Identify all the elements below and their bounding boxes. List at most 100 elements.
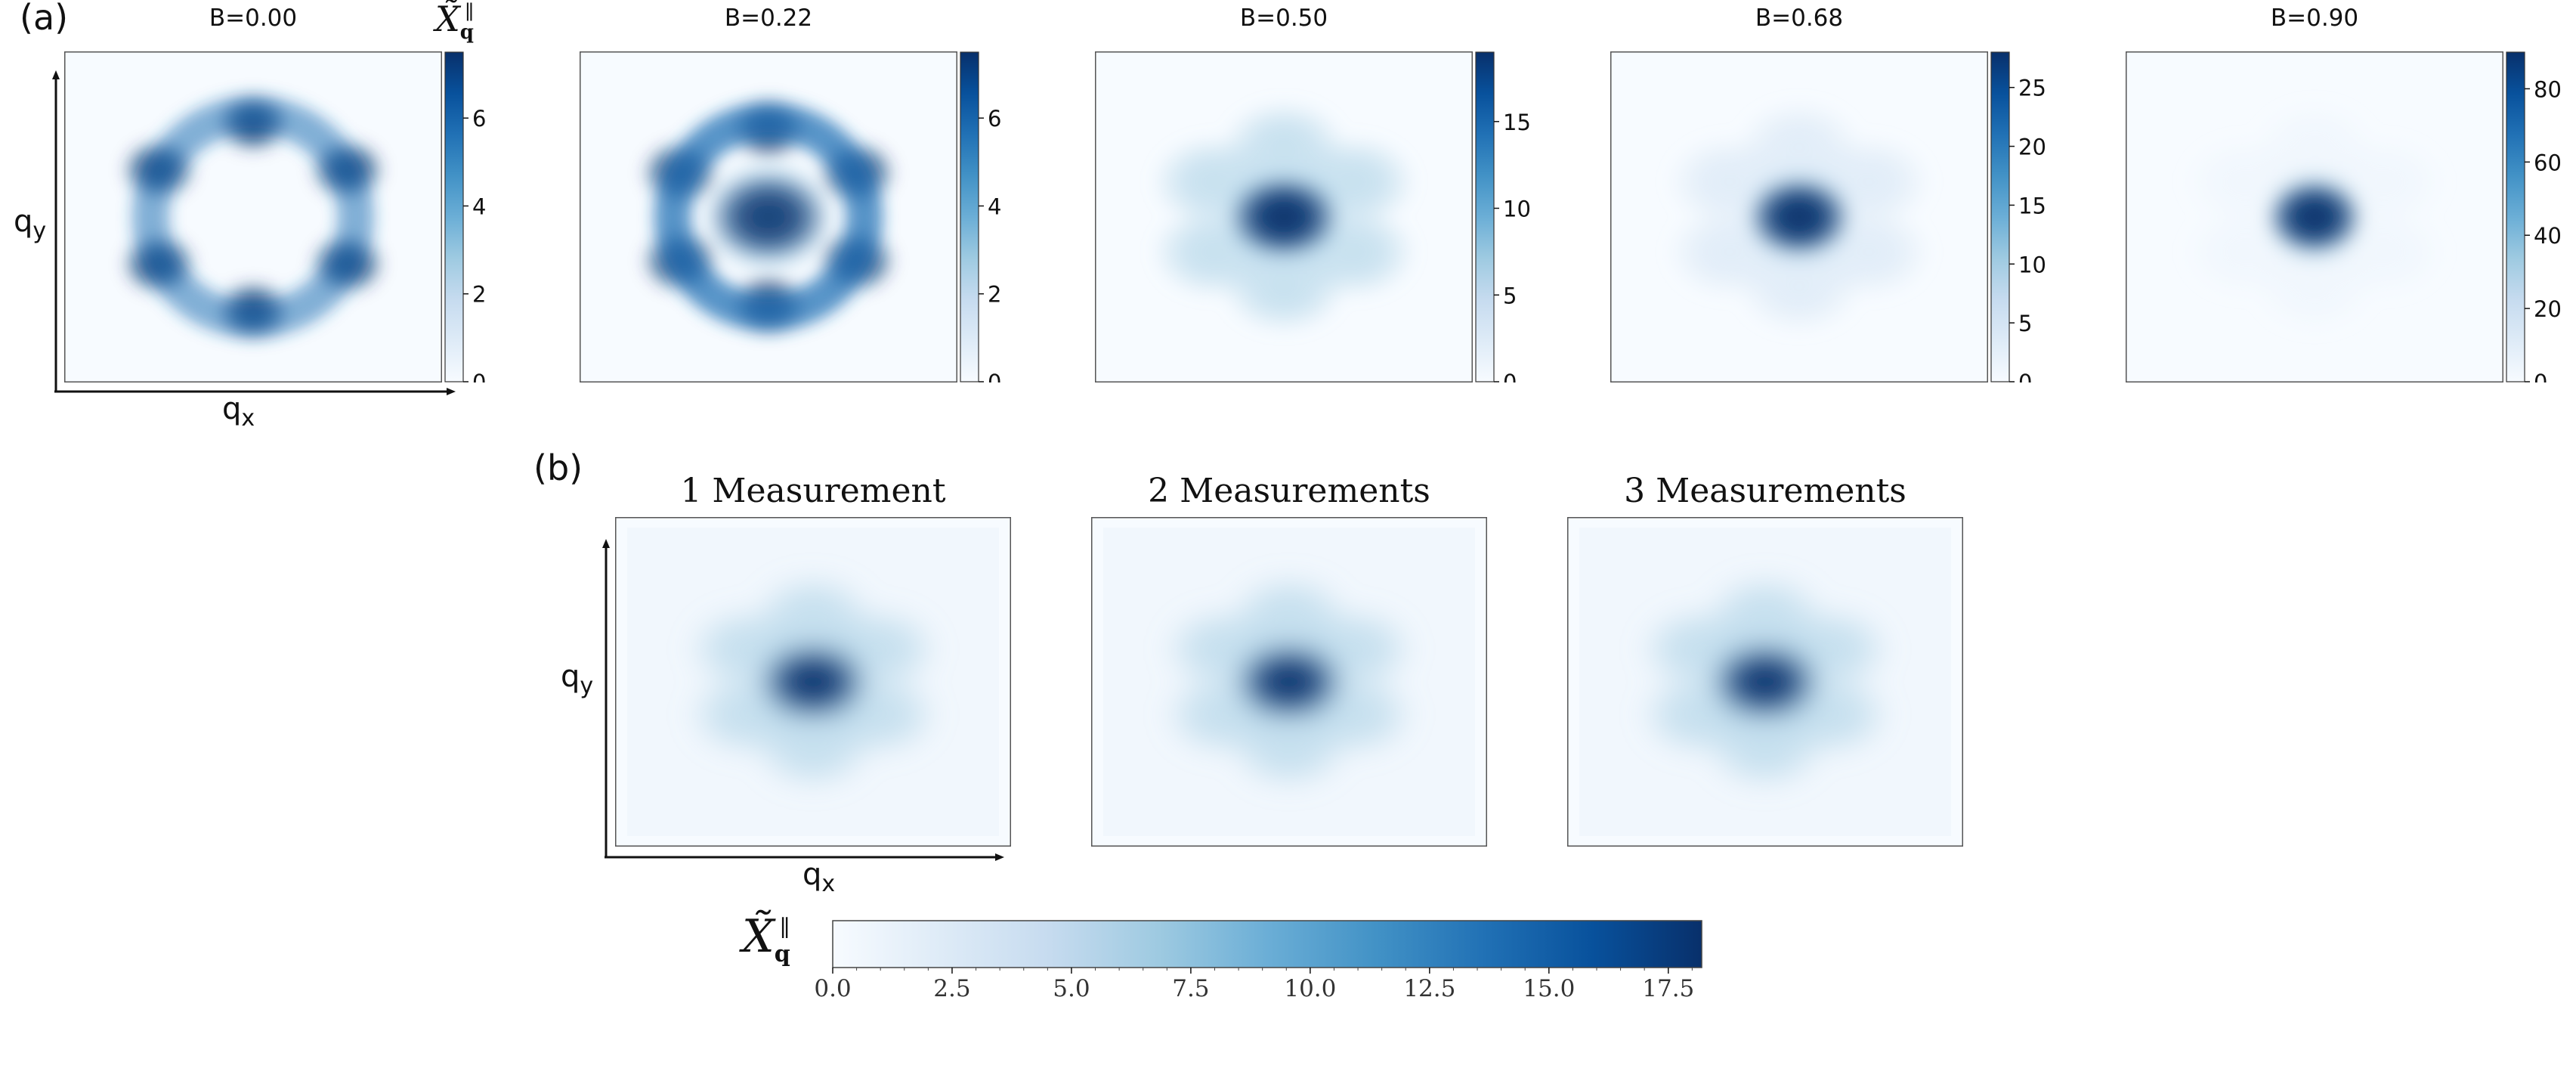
heatmap-frame xyxy=(1095,51,1473,382)
colorbar-tick-label: 20 xyxy=(2534,296,2562,322)
colorbar-tick-label: 80 xyxy=(2534,76,2562,102)
colorbar-gradient xyxy=(2506,51,2525,382)
heatmap-svg xyxy=(615,517,1011,847)
heatmap-frame xyxy=(580,51,957,382)
colorbar-tick-label: 25 xyxy=(2018,76,2046,101)
colorbar-svg: 0 2 4 6 xyxy=(444,51,486,395)
y-axis-label: qy xyxy=(561,659,594,699)
x-axis-label: qx xyxy=(222,392,255,432)
colorbar-gradient xyxy=(960,51,979,382)
heatmap-b0 xyxy=(64,51,442,382)
heatmap-frame xyxy=(1091,517,1487,847)
heatmap-ring xyxy=(132,96,374,338)
heatmap-frame xyxy=(2126,51,2503,382)
heatmap-frame xyxy=(1567,517,1963,847)
hcolorbar-tick-label: 5.0 xyxy=(1053,975,1090,1002)
horizontal-colorbar: 0.0 2.5 5.0 7.5 10.0 12.5 15.0 17.5 xyxy=(801,919,1738,1002)
colorbar-tick-label: 0 xyxy=(472,370,486,382)
heatmap-ring xyxy=(654,102,883,332)
heatmap-b022 xyxy=(580,51,957,382)
heatmap-peak xyxy=(1227,174,1341,260)
colorbar-b090: 0 20 40 60 80 xyxy=(2506,51,2566,395)
colorbar-tick-label: 0 xyxy=(2018,370,2032,382)
colorbar-tick-label: 0 xyxy=(988,370,1001,382)
heatmap-peak xyxy=(1746,175,1852,259)
heatmap-peak xyxy=(2265,177,2364,257)
colorbar-tick-label: 40 xyxy=(2534,223,2562,249)
heatmap-title: B=0.00 xyxy=(209,5,298,32)
heatmap-peak xyxy=(1233,641,1345,723)
heatmap-title: B=0.50 xyxy=(1239,5,1328,32)
hcolorbar-tick-label: 15.0 xyxy=(1523,975,1575,1002)
panel-b-label: (b) xyxy=(533,447,583,488)
heatmap-title: 3 Measurements xyxy=(1624,472,1906,510)
colorbar-svg: 0 20 40 60 80 xyxy=(2506,51,2562,395)
hcolorbar-tick-label: 17.5 xyxy=(1642,975,1694,1002)
colorbar-svg: 0 5 10 15 20 25 xyxy=(1990,51,2046,395)
heatmap-svg xyxy=(64,51,442,382)
heatmap-b090 xyxy=(2126,51,2503,382)
colorbar-tick-label: 4 xyxy=(988,194,1001,219)
colorbar-tick-label: 5 xyxy=(1503,283,1517,308)
heatmap-peak xyxy=(757,641,869,723)
colorbar-tick-label: 0 xyxy=(2534,370,2547,382)
hcolorbar-tick-label: 10.0 xyxy=(1284,975,1336,1002)
heatmap-svg xyxy=(2126,51,2503,382)
colorbar-gradient xyxy=(1990,51,2010,382)
colorbar-b068: 0 5 10 15 20 25 xyxy=(1990,51,2051,395)
hcolorbar-gradient xyxy=(832,920,1702,968)
colorbar-tick-label: 15 xyxy=(1503,110,1531,135)
hcolorbar-svg: 0.0 2.5 5.0 7.5 10.0 12.5 15.0 17.5 xyxy=(814,920,1702,1002)
heatmap-3-measurements xyxy=(1567,517,1963,847)
colorbar-b0: 0 2 4 6 xyxy=(444,51,505,395)
colorbar-symbol: X̃q∥ xyxy=(435,0,474,45)
x-axis-label: qx xyxy=(802,857,836,897)
colorbar-tick-label: 2 xyxy=(988,282,1001,308)
hcolorbar-tick-label: 2.5 xyxy=(933,975,970,1002)
hcolorbar-tick-label: 12.5 xyxy=(1403,975,1455,1002)
heatmap-title: B=0.22 xyxy=(724,5,813,32)
colorbar-svg: 0 5 10 15 xyxy=(1475,51,1531,395)
colorbar-tick-label: 10 xyxy=(2018,252,2046,277)
colorbar-tick-label: 4 xyxy=(472,194,486,219)
colorbar-gradient xyxy=(444,51,464,382)
colorbar-tick-label: 20 xyxy=(2018,135,2046,160)
hcolorbar-tick-label: 7.5 xyxy=(1172,975,1209,1002)
hcolorbar-label: X̃q∥ xyxy=(742,910,790,968)
colorbar-tick-label: 10 xyxy=(1503,197,1531,222)
colorbar-tick-label: 60 xyxy=(2534,150,2562,175)
heatmap-title: B=0.90 xyxy=(2270,5,2359,32)
heatmap-svg xyxy=(1567,517,1963,847)
colorbar-tick-label: 6 xyxy=(988,106,1001,132)
colorbar-b050: 0 5 10 15 xyxy=(1475,51,1535,395)
heatmap-frame xyxy=(615,517,1011,847)
colorbar-tick-label: 6 xyxy=(472,106,486,132)
heatmap-title: B=0.68 xyxy=(1755,5,1844,32)
heatmap-1-measurement xyxy=(615,517,1011,847)
colorbar-tick-label: 15 xyxy=(2018,193,2046,218)
heatmap-frame xyxy=(1610,51,1988,382)
axes-arrows-a xyxy=(52,70,456,395)
heatmap-svg xyxy=(1095,51,1473,382)
heatmap-peak xyxy=(1709,641,1821,723)
heatmap-svg xyxy=(1091,517,1487,847)
heatmap-svg xyxy=(580,51,957,382)
y-axis-label: qy xyxy=(14,204,47,244)
panel-a-label: (a) xyxy=(20,0,69,38)
hcolorbar-tick-label: 0.0 xyxy=(814,975,851,1002)
colorbar-gradient xyxy=(1475,51,1495,382)
heatmap-2-measurements xyxy=(1091,517,1487,847)
axes-arrows-b xyxy=(602,539,1004,861)
colorbar-tick-label: 2 xyxy=(472,282,486,308)
colorbar-svg: 0 2 4 6 xyxy=(960,51,1001,395)
colorbar-b022: 0 2 4 6 xyxy=(960,51,1020,395)
heatmap-frame xyxy=(64,51,442,382)
colorbar-tick-label: 5 xyxy=(2018,311,2032,336)
heatmap-peak xyxy=(708,170,829,264)
heatmap-b050 xyxy=(1095,51,1473,382)
heatmap-svg xyxy=(1610,51,1988,382)
heatmap-b068 xyxy=(1610,51,1988,382)
colorbar-tick-label: 0 xyxy=(1503,370,1517,382)
heatmap-title: 2 Measurements xyxy=(1148,472,1430,510)
heatmap-title: 1 Measurement xyxy=(680,472,946,510)
